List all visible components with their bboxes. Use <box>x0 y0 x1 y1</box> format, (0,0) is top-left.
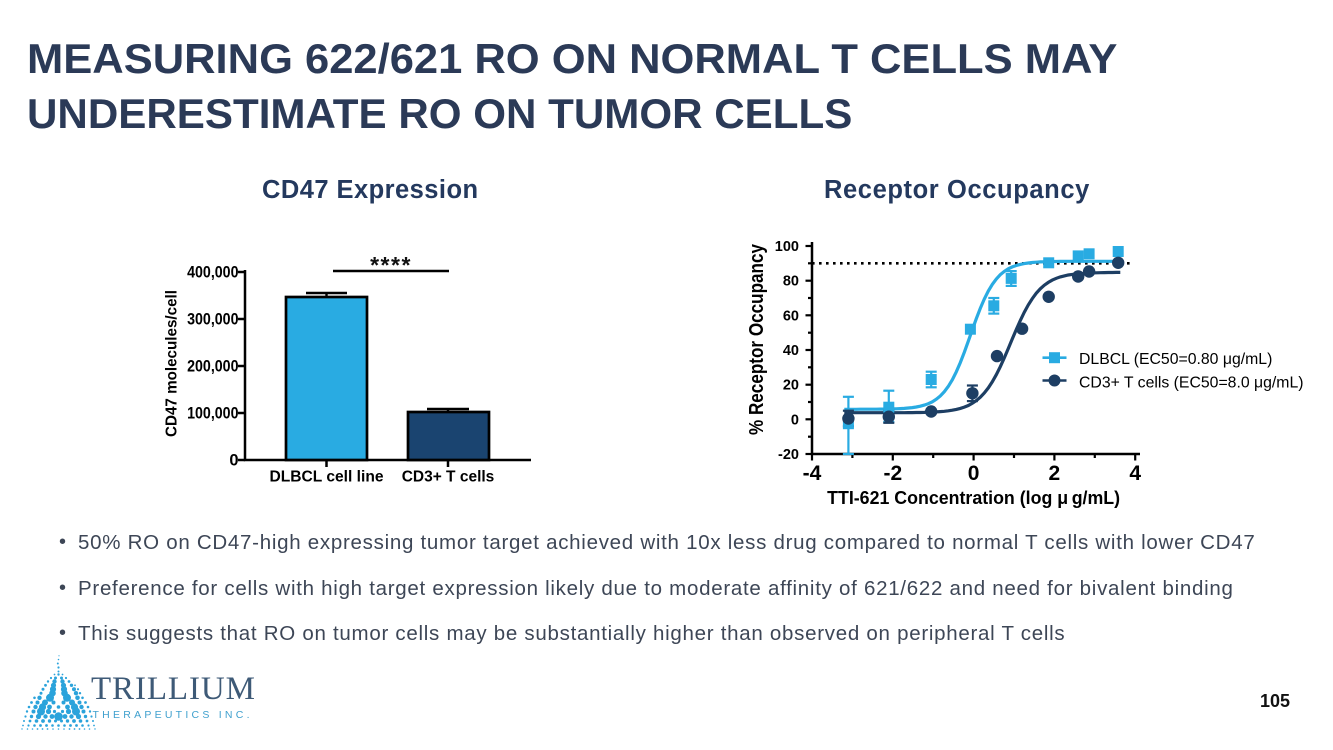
svg-text:DLBCL cell line: DLBCL cell line <box>269 469 383 486</box>
svg-text:400,000: 400,000 <box>187 264 238 282</box>
svg-text:-2: -2 <box>883 462 902 485</box>
svg-text:300,000: 300,000 <box>187 311 238 329</box>
svg-text:-4: -4 <box>803 462 822 485</box>
svg-text:100: 100 <box>775 239 799 255</box>
svg-text:CD47 molecules/cell: CD47 molecules/cell <box>164 290 181 437</box>
svg-text:DLBCL (EC50=0.80 μg/mL): DLBCL (EC50=0.80 μg/mL) <box>1079 351 1272 368</box>
svg-text:0: 0 <box>968 462 980 485</box>
svg-text:4: 4 <box>1129 462 1141 485</box>
svg-text:20: 20 <box>783 378 799 394</box>
svg-text:60: 60 <box>783 308 799 324</box>
svg-text:CD3+ T cells (EC50=8.0 μg/mL): CD3+ T cells (EC50=8.0 μg/mL) <box>1079 374 1304 391</box>
svg-text:TTI-621 Concentration (log μ g: TTI-621 Concentration (log μ g/mL) <box>827 487 1120 508</box>
svg-text:% Receptor Occupancy: % Receptor Occupancy <box>746 243 768 435</box>
svg-text:80: 80 <box>783 274 799 290</box>
svg-text:****: **** <box>370 252 412 278</box>
svg-text:-20: -20 <box>778 447 799 463</box>
svg-text:2: 2 <box>1049 462 1061 485</box>
svg-text:40: 40 <box>783 343 799 359</box>
svg-text:0: 0 <box>229 452 238 470</box>
svg-text:0: 0 <box>791 412 799 428</box>
svg-text:100,000: 100,000 <box>187 405 238 423</box>
svg-text:200,000: 200,000 <box>187 358 238 376</box>
svg-text:CD3+ T cells: CD3+ T cells <box>402 469 495 486</box>
